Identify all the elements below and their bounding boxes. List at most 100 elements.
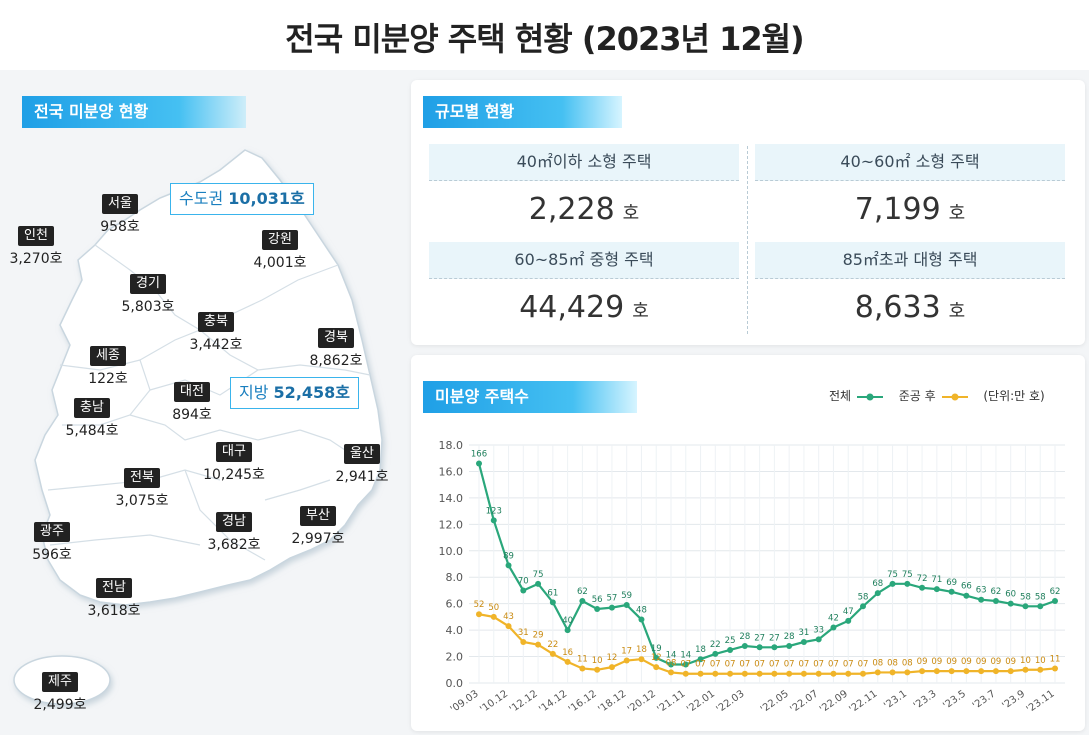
point-after [1007, 668, 1014, 675]
data-label-after: 09 [917, 657, 928, 667]
size-cell-over85: 85㎡초과 대형 주택 8,633 호 [755, 242, 1065, 337]
region-value: 2,941호 [335, 469, 389, 485]
point-total [712, 650, 719, 657]
data-label-after: 07 [710, 660, 721, 670]
region-ulsan: 울산 2,941호 [317, 442, 407, 486]
region-jeju: 제주 2,499호 [15, 670, 105, 714]
size-cell-unit: 호 [632, 301, 649, 322]
point-total [476, 460, 482, 467]
size-cell-label: 40㎡이하 소형 주택 [429, 144, 739, 181]
point-after [668, 669, 674, 676]
point-after [712, 670, 719, 677]
data-label-total: 33 [813, 625, 824, 635]
region-name: 전남 [96, 578, 132, 598]
point-after [579, 665, 586, 672]
data-label-total: 62 [1050, 587, 1061, 597]
region-value: 122호 [88, 371, 128, 387]
region-value: 8,862호 [309, 353, 363, 369]
point-after [800, 670, 807, 677]
data-label-total: 75 [533, 570, 544, 580]
data-label-total: 123 [486, 506, 502, 516]
series-line-total [477, 463, 1056, 666]
region-name: 세종 [90, 346, 126, 366]
size-cell-unit: 호 [622, 203, 640, 224]
region-jeonbuk: 전북 3,075호 [97, 466, 187, 510]
region-daejeon: 대전 894호 [147, 380, 237, 424]
legend-after-marker [941, 393, 968, 400]
region-value: 3,270호 [9, 251, 63, 267]
data-label-after: 07 [858, 660, 869, 670]
point-after [594, 666, 601, 673]
size-panel: 규모별 현황 40㎡이하 소형 주택 2,228 호 40~60㎡ 소형 주택 7… [411, 80, 1085, 345]
data-label-total: 72 [917, 574, 928, 584]
point-total [505, 562, 512, 569]
data-label-total: 58 [1020, 592, 1031, 602]
point-after [786, 670, 793, 677]
point-total [697, 656, 704, 663]
point-total [786, 642, 793, 649]
point-after [638, 656, 645, 663]
data-label-total: 68 [872, 579, 883, 589]
point-after [845, 670, 852, 677]
region-value: 3,682호 [207, 537, 261, 553]
point-total [800, 639, 807, 646]
region-gyeonggi: 경기 5,803호 [103, 272, 193, 316]
data-label-after: 29 [533, 631, 544, 641]
data-label-total: 14 [680, 650, 691, 660]
region-value: 894호 [172, 407, 212, 423]
point-after [904, 669, 911, 676]
point-total [771, 644, 778, 651]
point-after [771, 670, 778, 677]
point-total [594, 605, 601, 612]
point-total [889, 580, 896, 587]
data-label-total: 69 [946, 578, 957, 588]
point-after [697, 670, 704, 677]
point-total [904, 580, 911, 587]
series-line-after [478, 613, 1056, 675]
map-section-tag: 전국 미분양 현황 [22, 96, 246, 128]
point-total [741, 642, 748, 649]
region-incheon: 인천 3,270호 [0, 224, 81, 268]
region-value: 3,075호 [115, 493, 169, 509]
x-tick-label: '20.12 [626, 688, 658, 715]
y-tick-label: 8.0 [446, 571, 464, 584]
data-label-after: 07 [769, 660, 780, 670]
data-label-total: 19 [651, 644, 662, 654]
region-name: 제주 [42, 672, 78, 692]
data-label-total: 25 [725, 636, 736, 646]
korea-map: 서울 958호 인천 3,270호 경기 5,803호 강원 4,001호 충북… [0, 140, 410, 735]
point-after [756, 670, 763, 677]
data-label-total: 47 [843, 607, 854, 617]
data-label-total: 59 [621, 591, 632, 601]
size-cell-value: 44,429 [519, 290, 625, 325]
point-total [520, 587, 527, 594]
x-tick-label: '18.12 [596, 688, 628, 715]
region-name: 대구 [216, 442, 252, 462]
y-tick-label: 16.0 [439, 465, 464, 478]
x-tick-label: '21.11 [655, 688, 687, 715]
region-chungnam: 충남 5,484호 [47, 396, 137, 440]
data-label-after: 07 [680, 660, 691, 670]
size-cell-value-row: 7,199 호 [755, 181, 1065, 239]
size-cell-label: 40~60㎡ 소형 주택 [755, 144, 1065, 181]
point-after [889, 669, 896, 676]
data-label-after: 17 [621, 647, 632, 657]
data-label-total: 58 [1035, 592, 1046, 602]
data-label-after: 07 [799, 660, 810, 670]
point-total [668, 661, 674, 668]
data-label-total: 31 [799, 628, 810, 638]
region-value: 958호 [100, 219, 140, 235]
local-area-label: 지방 [239, 383, 269, 402]
size-section-tag: 규모별 현황 [423, 96, 622, 128]
data-label-after: 52 [474, 600, 485, 610]
x-tick-label: '23.11 [1025, 688, 1057, 715]
region-name: 전북 [124, 468, 160, 488]
region-name: 강원 [262, 230, 298, 250]
data-label-total: 166 [471, 450, 487, 460]
data-label-total: 27 [769, 633, 780, 643]
point-total [564, 627, 571, 634]
data-label-after: 09 [946, 657, 957, 667]
size-cell-value-row: 2,228 호 [429, 181, 739, 239]
data-label-after: 10 [1035, 656, 1046, 666]
data-label-total: 71 [931, 575, 942, 585]
